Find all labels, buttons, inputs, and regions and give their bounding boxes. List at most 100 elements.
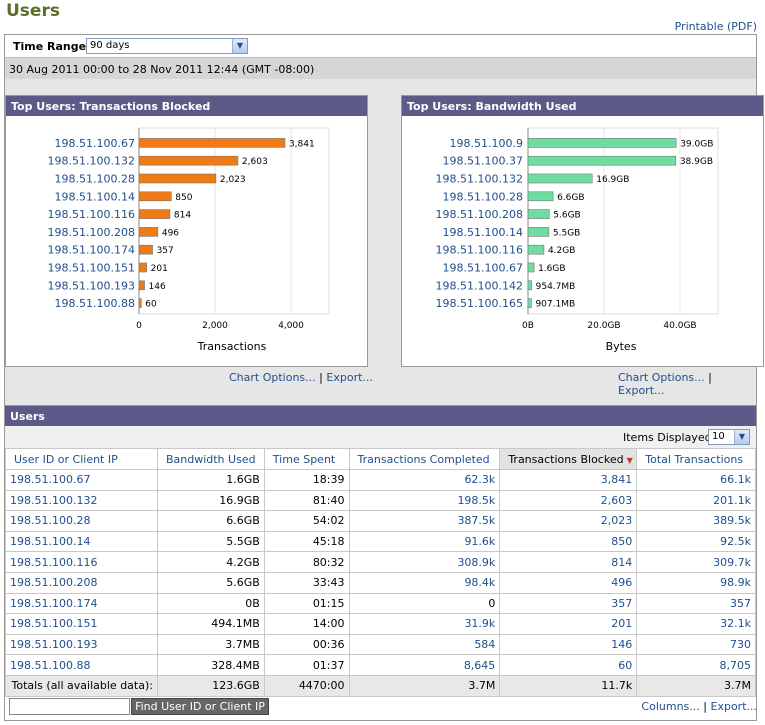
columns-link[interactable]: Columns... (641, 700, 700, 713)
table-cell: 91.6k (348, 530, 501, 553)
table-links: Columns... | Export... (641, 700, 757, 713)
category-label[interactable]: 198.51.100.165 (436, 297, 523, 310)
chart-options-link[interactable]: Chart Options... (618, 371, 705, 384)
chevron-down-icon[interactable]: ▼ (232, 39, 247, 53)
bar (138, 209, 171, 219)
table-cell-link[interactable]: 814 (611, 555, 633, 569)
table-cell-value: 328.4MB (211, 658, 260, 672)
table-cell-value: 16.9GB (219, 493, 260, 507)
chart-options-link[interactable]: Chart Options... (229, 371, 316, 384)
table-cell-link[interactable]: 201.1k (713, 493, 751, 507)
table-cell-link[interactable]: 3,841 (600, 473, 633, 487)
table-cell-link[interactable]: 198.51.100.193 (10, 638, 98, 652)
category-label[interactable]: 198.51.100.132 (436, 173, 523, 186)
chart-export-link[interactable]: Export... (326, 371, 373, 384)
table-cell: 66.1k (636, 469, 756, 491)
column-header-time-spent[interactable]: Time Spent (263, 448, 350, 470)
table-cell-link[interactable]: 389.5k (713, 514, 751, 528)
column-header-bandwidth-used[interactable]: Bandwidth Used (156, 448, 265, 470)
category-label[interactable]: 198.51.100.116 (436, 244, 523, 257)
table-cell: 5.6GB (156, 571, 265, 594)
category-label[interactable]: 198.51.100.174 (48, 244, 135, 257)
table-cell-link[interactable]: 146 (611, 638, 633, 652)
category-label[interactable]: 198.51.100.132 (48, 155, 135, 168)
category-label[interactable]: 198.51.100.9 (450, 137, 523, 150)
table-cell-link[interactable]: 198.51.100.174 (10, 596, 98, 610)
column-header-transactions-completed[interactable]: Transactions Completed (348, 448, 501, 470)
table-row: 198.51.100.14 5.5GB 45:18 91.6k 850 92.5k (5, 530, 756, 553)
table-row: 198.51.100.132 16.9GB 81:40 198.5k 2,603 201.… (5, 489, 756, 512)
category-label[interactable]: 198.51.100.14 (443, 226, 523, 239)
table-cell-link[interactable]: 496 (611, 576, 633, 590)
category-label[interactable]: 198.51.100.37 (443, 155, 523, 168)
table-cell-link[interactable]: 387.5k (457, 514, 496, 528)
table-cell-link[interactable]: 66.1k (720, 473, 751, 487)
table-cell-link[interactable]: 357 (611, 596, 633, 610)
chart-export-link[interactable]: Export... (618, 384, 665, 397)
category-label[interactable]: 198.51.100.67 (443, 262, 523, 275)
printable-pdf-link[interactable]: Printable (PDF) (674, 20, 757, 33)
table-cell-link[interactable]: 98.9k (720, 576, 751, 590)
table-cell-link[interactable]: 308.9k (457, 555, 496, 569)
category-label[interactable]: 198.51.100.67 (55, 137, 135, 150)
category-label[interactable]: 198.51.100.208 (436, 208, 523, 221)
table-cell: 198.51.100.28 (5, 510, 158, 532)
table-cell-link[interactable]: 850 (611, 535, 633, 549)
table-cell-link[interactable]: 8,705 (719, 658, 752, 672)
category-label[interactable]: 198.51.100.142 (436, 279, 523, 292)
table-cell-link[interactable]: 92.5k (720, 535, 751, 549)
chevron-down-icon[interactable]: ▼ (734, 430, 749, 444)
table-cell-link[interactable]: 198.51.100.151 (10, 617, 98, 631)
table-cell: 5.5GB (156, 530, 265, 553)
table-cell-link[interactable]: 98.4k (464, 576, 496, 590)
category-label[interactable]: 198.51.100.28 (55, 173, 135, 186)
table-cell-link[interactable]: 198.51.100.88 (10, 658, 91, 672)
table-export-link[interactable]: Export... (710, 700, 758, 713)
column-header-total-transactions[interactable]: Total Transactions (636, 448, 756, 470)
category-label[interactable]: 198.51.100.151 (48, 262, 135, 275)
table-cell-link[interactable]: 8,645 (463, 658, 496, 672)
table-cell-link[interactable]: 198.51.100.28 (10, 514, 91, 528)
items-displayed-select[interactable]: 10 ▼ (708, 429, 750, 445)
category-label[interactable]: 198.51.100.88 (55, 297, 135, 310)
table-cell-link[interactable]: 198.51.100.132 (10, 493, 98, 507)
data-label: 2,603 (242, 157, 268, 167)
data-label: 3,841 (289, 139, 315, 149)
date-range-text: 30 Aug 2011 00:00 to 28 Nov 2011 12:44 (… (9, 63, 315, 76)
table-cell-link[interactable]: 309.7k (713, 555, 751, 569)
time-range-select[interactable]: 90 days ▼ (86, 38, 248, 54)
category-label[interactable]: 198.51.100.14 (55, 190, 135, 203)
bar (527, 262, 535, 273)
table-cell-link[interactable]: 91.6k (464, 535, 496, 549)
table-cell: 0B (156, 592, 265, 615)
data-label: 814 (174, 211, 191, 221)
find-user-button[interactable]: Find User ID or Client IP (131, 698, 269, 715)
totals-row: Totals (all available data): 123.6GB 4470:… (5, 674, 756, 697)
table-cell-link[interactable]: 2,023 (600, 514, 633, 528)
category-label[interactable]: 198.51.100.116 (48, 208, 135, 221)
table-cell-link[interactable]: 2,603 (600, 493, 633, 507)
table-cell-link[interactable]: 730 (730, 638, 751, 652)
table-cell-link[interactable]: 198.51.100.67 (10, 473, 91, 487)
table-cell-link[interactable]: 584 (474, 638, 496, 652)
table-cell-link[interactable]: 198.51.100.116 (10, 555, 98, 569)
table-cell: 98.4k (348, 571, 501, 594)
category-label[interactable]: 198.51.100.28 (443, 190, 523, 203)
table-cell-link[interactable]: 62.3k (464, 473, 496, 487)
table-cell-link[interactable]: 198.51.100.14 (10, 535, 91, 549)
data-label: 2,023 (220, 175, 246, 185)
table-cell-link[interactable]: 31.9k (464, 617, 496, 631)
find-user-input[interactable] (9, 698, 130, 715)
table-cell-value: 5.5GB (226, 535, 260, 549)
table-cell: 308.9k (348, 551, 501, 573)
table-cell-link[interactable]: 198.5k (457, 493, 496, 507)
column-header-transactions-blocked[interactable]: Transactions Blocked ▼ (499, 448, 638, 470)
category-label[interactable]: 198.51.100.193 (48, 279, 135, 292)
table-cell-link[interactable]: 60 (618, 658, 633, 672)
table-cell-link[interactable]: 198.51.100.208 (10, 576, 98, 590)
table-cell-link[interactable]: 201 (611, 617, 633, 631)
column-header-user-id[interactable]: User ID or Client IP (5, 448, 158, 470)
category-label[interactable]: 198.51.100.208 (48, 226, 135, 239)
table-cell-link[interactable]: 32.1k (720, 617, 751, 631)
table-cell-link[interactable]: 357 (730, 596, 751, 610)
